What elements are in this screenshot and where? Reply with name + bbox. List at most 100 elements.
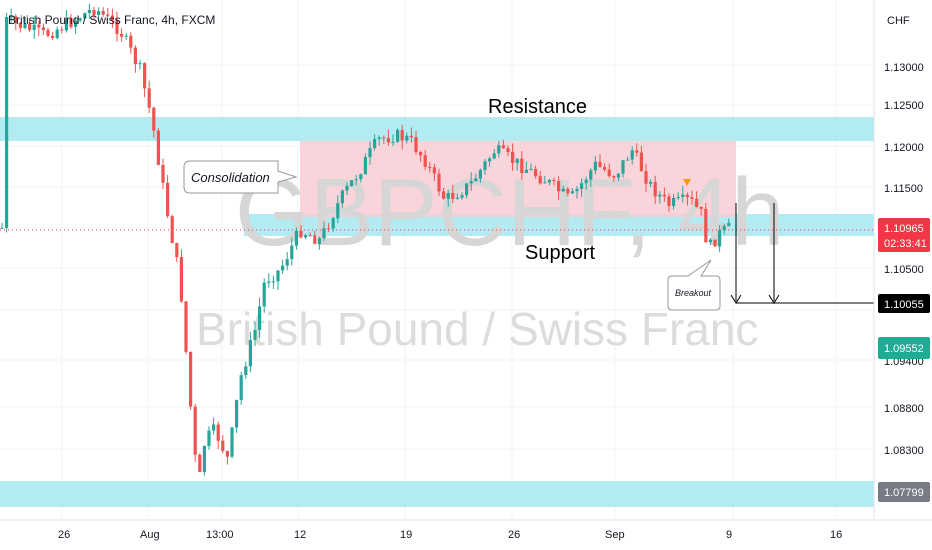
- candle-body: [497, 145, 501, 154]
- candle-body: [363, 157, 367, 175]
- candle-body: [501, 145, 505, 149]
- svg-text:Breakout: Breakout: [675, 288, 712, 298]
- price-axis[interactable]: CHF 1.13000 1.12500 1.12000 1.11500 1.10…: [873, 0, 932, 520]
- candle-body: [235, 399, 239, 428]
- candle-body: [106, 14, 110, 16]
- candle-body: [603, 166, 607, 170]
- candle-body: [193, 406, 197, 455]
- candle-body: [133, 47, 137, 65]
- candle-body: [64, 18, 68, 31]
- date-tick: 13:00: [206, 529, 234, 541]
- candles: [0, 3, 731, 476]
- candle-body: [198, 454, 202, 473]
- candle-body: [244, 366, 248, 376]
- candle-body: [285, 259, 289, 266]
- svg-text:1.07799: 1.07799: [884, 487, 924, 499]
- price-tick: 1.08300: [884, 445, 924, 457]
- candle-body: [414, 137, 418, 153]
- candle-body: [377, 137, 381, 140]
- candle-body: [373, 139, 377, 149]
- candle-body: [120, 33, 124, 37]
- candle-body: [60, 29, 64, 31]
- date-tick: Sep: [605, 529, 625, 541]
- svg-text:1.09552: 1.09552: [884, 343, 924, 355]
- candle-body: [239, 375, 243, 400]
- candle-body: [607, 169, 611, 177]
- candle-body: [432, 167, 436, 174]
- candle-body: [207, 430, 211, 447]
- candle-body: [179, 257, 183, 302]
- price-tick: 1.11500: [884, 183, 923, 195]
- price-tick: 1.12000: [884, 142, 924, 154]
- date-tick: Aug: [140, 529, 160, 541]
- candle-body: [483, 161, 487, 170]
- candle-body: [101, 11, 105, 15]
- candle-body: [534, 168, 538, 177]
- candle-body: [354, 179, 358, 181]
- candle-body: [299, 230, 303, 238]
- candle-body: [87, 9, 91, 14]
- candle-body: [658, 194, 662, 197]
- candle-body: [175, 243, 179, 258]
- candle-body: [253, 329, 257, 341]
- candle-body: [350, 180, 354, 187]
- candle-body: [294, 230, 298, 246]
- chart-title[interactable]: British Pound / Swiss Franc, 4h, FXCM: [8, 13, 215, 27]
- candle-body: [281, 265, 285, 271]
- candle-body: [396, 130, 400, 142]
- candle-body: [653, 181, 657, 197]
- candle-body: [359, 174, 363, 180]
- candle-body: [202, 446, 206, 473]
- date-tick: 19: [400, 529, 412, 541]
- candle-body: [685, 194, 689, 198]
- candle-body: [290, 245, 294, 260]
- candle-body: [630, 150, 634, 160]
- watermark-name: British Pound / Swiss Franc: [196, 303, 758, 355]
- candle-body: [575, 188, 579, 192]
- candle-body: [55, 29, 59, 38]
- time-axis[interactable]: 26 Aug 13:00 12 19 26 Sep 9 16: [0, 519, 932, 550]
- candle-body: [455, 197, 459, 199]
- svg-text:1.10055: 1.10055: [884, 299, 924, 311]
- candle-body: [32, 24, 36, 31]
- currency-label: CHF: [887, 15, 910, 27]
- date-tick: 26: [58, 529, 70, 541]
- support-label: Support: [525, 242, 595, 264]
- candle-body: [552, 179, 556, 181]
- candle-body: [561, 188, 565, 192]
- candle-body: [345, 186, 349, 191]
- candle-body: [51, 35, 55, 38]
- date-tick: 16: [830, 529, 842, 541]
- signal-marker-icon: [683, 179, 691, 186]
- candle-body: [331, 218, 335, 229]
- candle-body: [515, 158, 519, 163]
- candle-body: [304, 235, 308, 238]
- candle-body: [635, 150, 639, 153]
- candle-body: [28, 23, 32, 31]
- candle-body: [322, 228, 326, 239]
- candle-body: [662, 194, 666, 197]
- candle-body: [580, 183, 584, 189]
- candle-body: [184, 301, 188, 352]
- candle-body: [138, 63, 142, 65]
- candle-body: [621, 160, 625, 174]
- candle-body: [589, 170, 593, 180]
- price-tick: 1.13000: [884, 62, 924, 74]
- candle-body: [115, 20, 119, 34]
- resistance-zone: [0, 117, 874, 141]
- candle-body: [465, 183, 469, 196]
- candle-body: [547, 179, 551, 183]
- candle-body: [423, 155, 427, 167]
- candle-body: [727, 222, 731, 227]
- price-tick: 1.08800: [884, 403, 924, 415]
- candle-body: [451, 193, 455, 199]
- candle-body: [460, 195, 464, 198]
- bottom-zone: [0, 481, 874, 507]
- candle-body: [506, 148, 510, 153]
- candle-body: [722, 226, 726, 231]
- arrow-head-1: [730, 294, 742, 304]
- svg-text:1.10965: 1.10965: [884, 223, 924, 235]
- candle-body: [170, 216, 174, 244]
- date-tick: 9: [726, 529, 732, 541]
